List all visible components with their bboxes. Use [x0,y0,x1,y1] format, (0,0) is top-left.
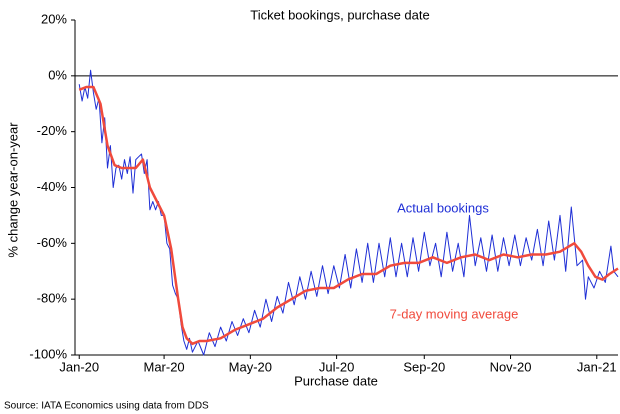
y-tick-label: 20% [41,11,67,26]
y-tick-label: -80% [37,291,68,306]
x-tick-label: Nov-20 [490,359,532,374]
x-tick-label: May-20 [229,359,272,374]
chart-title: Ticket bookings, purchase date [250,7,429,22]
source-note: Source: IATA Economics using data from D… [4,401,209,412]
x-tick-label: Jan-20 [59,359,99,374]
series-line [78,85,619,346]
x-tick-label: Jan-21 [577,359,617,374]
x-tick-label: Sep-20 [403,359,445,374]
y-tick-label: -40% [37,179,68,194]
x-axis-label: Purchase date [294,373,378,388]
y-tick-label: -60% [37,235,68,250]
x-tick-label: Mar-20 [143,359,184,374]
y-axis-label: % change year-on-year [5,122,20,258]
y-tick-label: 0% [48,67,67,82]
y-tick-label: -20% [37,123,68,138]
series-line [78,69,619,356]
series-label: 7-day moving average [390,306,519,321]
y-tick-label: -100% [29,346,67,361]
x-tick-label: Jul-20 [319,359,354,374]
series-label: Actual bookings [397,200,489,215]
